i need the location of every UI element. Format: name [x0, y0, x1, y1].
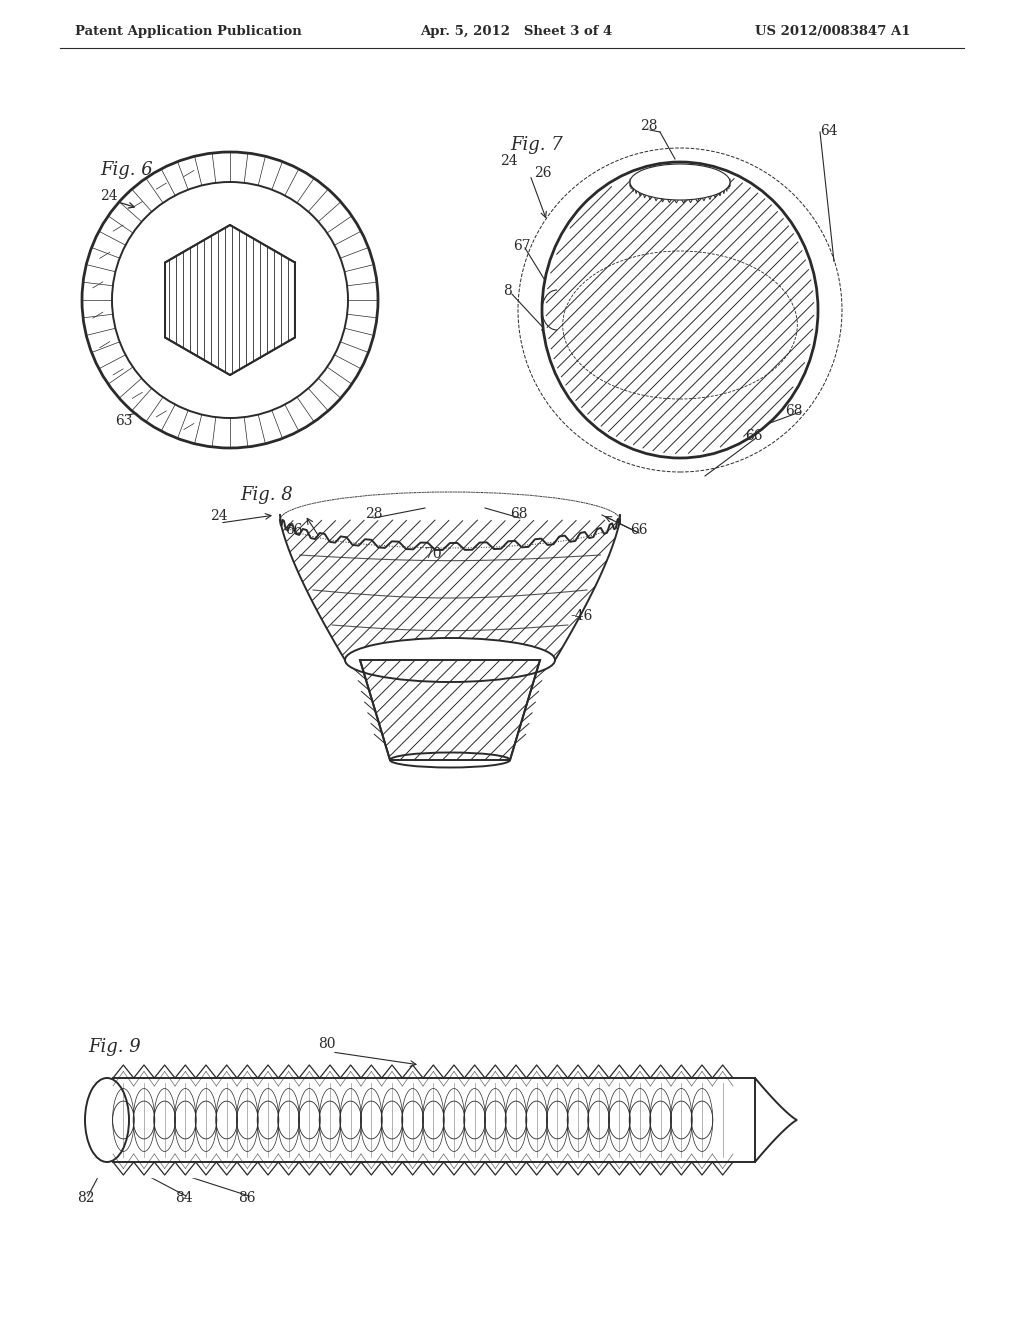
Polygon shape — [360, 660, 540, 760]
Text: 86: 86 — [238, 1191, 256, 1205]
Text: Fig. 9: Fig. 9 — [88, 1038, 140, 1056]
Text: -46: -46 — [570, 609, 592, 623]
Text: 66: 66 — [630, 523, 647, 537]
Text: 24: 24 — [100, 189, 118, 203]
Polygon shape — [280, 520, 620, 660]
Ellipse shape — [390, 752, 510, 767]
Text: 66: 66 — [285, 523, 302, 537]
Text: 68: 68 — [785, 404, 803, 418]
Text: 66: 66 — [745, 429, 763, 444]
Polygon shape — [165, 224, 295, 375]
Text: 67: 67 — [513, 239, 530, 253]
Text: 68: 68 — [510, 507, 527, 521]
Ellipse shape — [112, 182, 348, 418]
Text: 24: 24 — [210, 510, 227, 523]
Text: Fig. 7: Fig. 7 — [510, 136, 563, 154]
Text: 26: 26 — [534, 166, 552, 180]
Text: 64: 64 — [820, 124, 838, 139]
Text: Fig. 8: Fig. 8 — [240, 486, 293, 504]
Text: 8: 8 — [503, 284, 512, 298]
Text: US 2012/0083847 A1: US 2012/0083847 A1 — [755, 25, 910, 38]
Text: 80: 80 — [318, 1038, 336, 1051]
Text: 28: 28 — [640, 119, 657, 133]
Polygon shape — [755, 1078, 797, 1162]
Text: Fig. 6: Fig. 6 — [100, 161, 153, 180]
Text: Patent Application Publication: Patent Application Publication — [75, 25, 302, 38]
Text: 84: 84 — [175, 1191, 193, 1205]
Ellipse shape — [630, 164, 730, 201]
Ellipse shape — [84, 153, 377, 446]
Ellipse shape — [345, 638, 555, 682]
Text: 70: 70 — [425, 546, 442, 561]
Text: 63: 63 — [115, 414, 132, 428]
Text: 28: 28 — [365, 507, 383, 521]
Ellipse shape — [85, 1078, 129, 1162]
Text: 82: 82 — [77, 1191, 94, 1205]
Ellipse shape — [542, 162, 818, 458]
Text: 24: 24 — [500, 154, 517, 168]
Text: Apr. 5, 2012   Sheet 3 of 4: Apr. 5, 2012 Sheet 3 of 4 — [420, 25, 612, 38]
